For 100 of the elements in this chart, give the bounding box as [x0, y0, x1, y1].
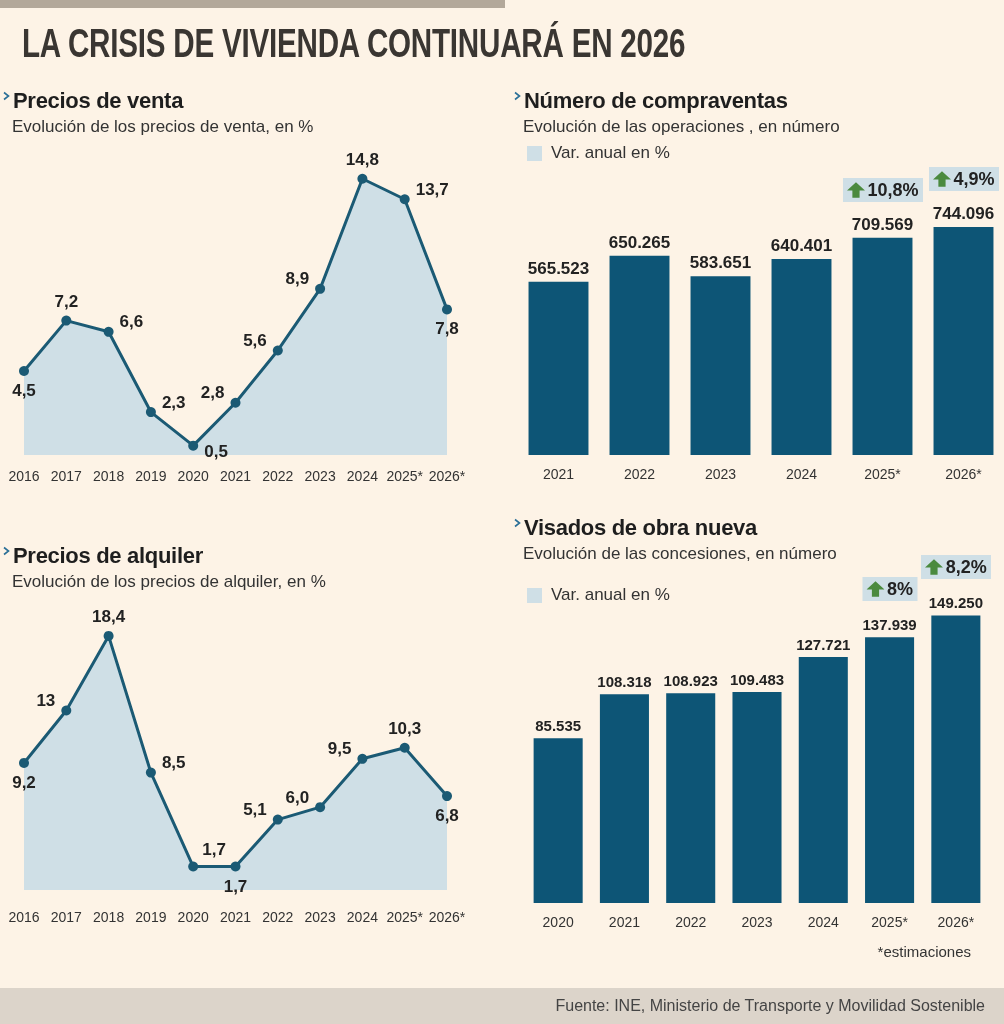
text: Var. anual en % — [551, 143, 670, 163]
chart-title: Visados de obra nueva — [524, 515, 757, 541]
data-label: 149.250 — [928, 594, 983, 612]
data-label: 8,9 — [285, 269, 310, 289]
chart-title: Precios de venta — [13, 88, 184, 114]
data-label: 18,4 — [92, 606, 126, 626]
x-tick-label: 2022 — [623, 466, 656, 482]
x-tick-label: 2021 — [219, 909, 252, 925]
point — [399, 194, 410, 205]
point — [188, 440, 199, 451]
data-label: 2,3 — [161, 392, 186, 412]
x-tick-label: 2026* — [937, 914, 975, 930]
x-tick-label: 2019 — [135, 468, 167, 484]
bar — [609, 255, 670, 455]
x-tick-label: 2021 — [542, 466, 575, 482]
x-tick-label: 2024 — [785, 466, 818, 482]
data-label: 0,5 — [204, 442, 228, 462]
data-label: 13,7 — [415, 179, 449, 199]
data-label: 7,2 — [54, 291, 79, 311]
chart-subtitle: Evolución de las operaciones , en número — [523, 117, 840, 136]
x-tick-label: 2026* — [945, 466, 983, 482]
x-tick-label: 2025* — [871, 914, 909, 930]
point — [272, 345, 283, 356]
x-tick-label: 2026* — [428, 468, 466, 484]
bar — [933, 227, 994, 455]
bar — [528, 281, 589, 455]
bar — [798, 656, 848, 903]
x-tick-label: 2017 — [50, 909, 83, 925]
data-label: 127.721 — [796, 635, 851, 653]
x-tick-label: 2023 — [704, 466, 737, 482]
x-tick-label: 2021 — [219, 468, 252, 484]
point — [19, 757, 29, 768]
data-label: 565.523 — [527, 258, 590, 278]
point — [315, 802, 326, 813]
point — [357, 173, 368, 184]
point — [272, 814, 283, 825]
data-label: 9,5 — [327, 739, 352, 759]
x-tick-label: 2024 — [346, 909, 379, 925]
chart-subtitle: Evolución de las concesiones, en número — [523, 544, 837, 563]
x-tick-label: 2025* — [864, 466, 902, 482]
bar — [666, 693, 716, 903]
x-tick-label: 2020 — [177, 468, 209, 484]
chart-subtitle: Evolución de los precios de alquiler, en % — [12, 572, 326, 591]
x-tick-label: 2023 — [304, 468, 336, 484]
x-tick-label: 2021 — [608, 914, 641, 930]
x-tick-label: 2023 — [741, 914, 773, 930]
text: Var. anual en % — [551, 585, 670, 605]
point — [315, 283, 326, 294]
text: LA CRISIS DE VIVIENDA CONTINUARÁ EN 2026 — [22, 20, 686, 67]
data-label: 2,8 — [200, 383, 225, 403]
point — [230, 861, 241, 872]
data-label: 640.401 — [770, 235, 833, 255]
data-label: 109.483 — [729, 671, 785, 689]
data-label: 13 — [36, 690, 56, 710]
x-tick-label: 2025* — [386, 468, 424, 484]
bar — [771, 258, 832, 455]
x-tick-label: 2023 — [304, 909, 336, 925]
x-tick-label: 2025* — [386, 909, 424, 925]
data-label: 10,3 — [388, 718, 422, 738]
data-label: 5,6 — [243, 330, 267, 350]
point — [230, 397, 241, 408]
point — [442, 791, 452, 802]
annotation: 8% — [887, 579, 914, 600]
data-label: 6,8 — [435, 806, 459, 826]
text: *estimaciones — [877, 943, 971, 960]
bar — [852, 237, 913, 455]
chart-title: Precios de alquiler — [13, 543, 203, 569]
x-tick-label: 2022 — [262, 909, 294, 925]
data-label: 1,7 — [202, 840, 226, 860]
x-tick-label: 2024 — [346, 468, 379, 484]
chart-title: Número de compraventas — [524, 88, 788, 114]
point — [19, 366, 29, 376]
x-tick-label: 2022 — [262, 468, 294, 484]
bar — [599, 694, 649, 903]
data-label: 14,8 — [345, 149, 379, 169]
point — [103, 630, 114, 641]
x-tick-label: 2020 — [542, 914, 574, 930]
bar — [931, 615, 981, 903]
data-label: 650.265 — [608, 232, 671, 252]
bar — [732, 692, 782, 903]
data-label: 7,8 — [435, 319, 459, 339]
x-tick-label: 2026* — [428, 909, 466, 925]
point — [188, 861, 199, 872]
x-tick-label: 2018 — [93, 468, 125, 484]
data-label: 8,5 — [161, 753, 186, 773]
annotation: 10,8% — [867, 179, 919, 200]
data-label: 5,1 — [243, 800, 267, 820]
data-label: 137.939 — [862, 616, 917, 634]
data-label: 6,0 — [285, 787, 310, 807]
point — [145, 407, 156, 418]
point — [145, 767, 156, 778]
point — [61, 315, 72, 326]
data-label: 6,6 — [119, 312, 144, 332]
x-tick-label: 2016 — [8, 909, 40, 925]
x-tick-label: 2017 — [50, 468, 83, 484]
annotation: 4,9% — [953, 169, 995, 190]
annotation: 8,2% — [945, 557, 987, 578]
x-tick-label: 2018 — [93, 909, 125, 925]
data-label: 9,2 — [12, 772, 36, 792]
data-label: 583.651 — [689, 253, 752, 273]
